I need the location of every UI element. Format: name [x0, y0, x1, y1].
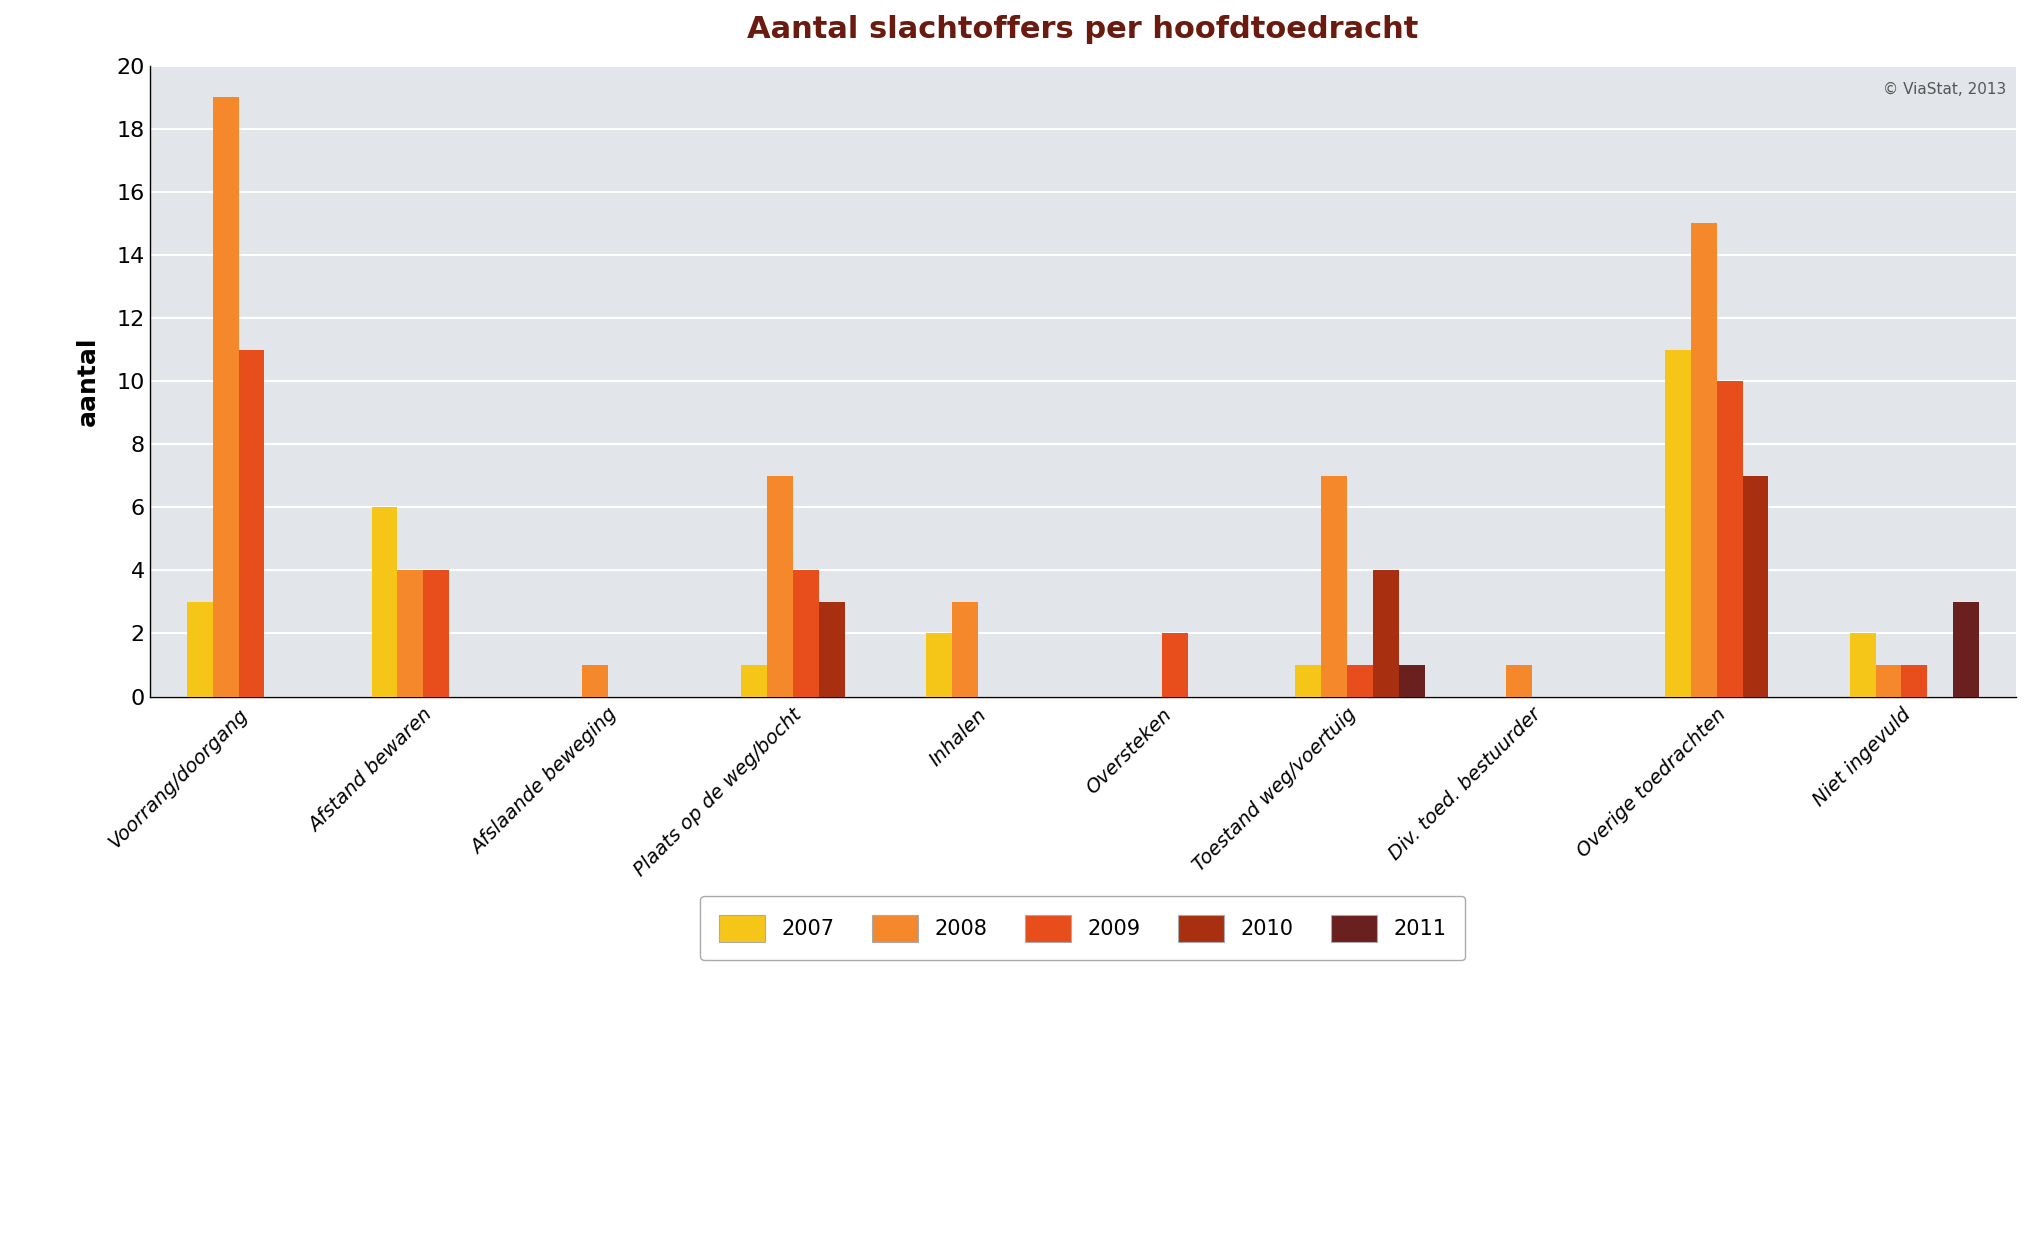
- Y-axis label: aantal: aantal: [75, 336, 99, 426]
- Bar: [952, 602, 976, 696]
- Title: Aantal slachtoffers per hoofdtoedracht: Aantal slachtoffers per hoofdtoedracht: [747, 15, 1417, 44]
- Bar: [1742, 476, 1768, 696]
- Bar: [1689, 224, 1715, 696]
- Bar: [1874, 665, 1900, 696]
- Bar: [1953, 602, 1977, 696]
- Bar: [583, 665, 607, 696]
- Bar: [213, 98, 238, 696]
- Bar: [1900, 665, 1926, 696]
- Bar: [1665, 350, 1689, 696]
- Bar: [1346, 665, 1372, 696]
- Text: © ViaStat, 2013: © ViaStat, 2013: [1882, 81, 2006, 96]
- Bar: [1849, 634, 1874, 696]
- Bar: [1295, 665, 1322, 696]
- Legend: 2007, 2008, 2009, 2010, 2011: 2007, 2008, 2009, 2010, 2011: [700, 896, 1466, 960]
- Bar: [422, 570, 449, 696]
- Bar: [1161, 634, 1188, 696]
- Bar: [818, 602, 844, 696]
- Bar: [792, 570, 818, 696]
- X-axis label: hoofdtoedracht: hoofdtoedracht: [972, 905, 1192, 929]
- Bar: [1506, 665, 1531, 696]
- Bar: [926, 634, 952, 696]
- Bar: [1399, 665, 1423, 696]
- Bar: [238, 350, 264, 696]
- Bar: [767, 476, 792, 696]
- Bar: [187, 602, 213, 696]
- Bar: [741, 665, 767, 696]
- Bar: [1715, 381, 1742, 696]
- Bar: [1322, 476, 1346, 696]
- Bar: [371, 508, 398, 696]
- Bar: [398, 570, 422, 696]
- Bar: [1372, 570, 1399, 696]
